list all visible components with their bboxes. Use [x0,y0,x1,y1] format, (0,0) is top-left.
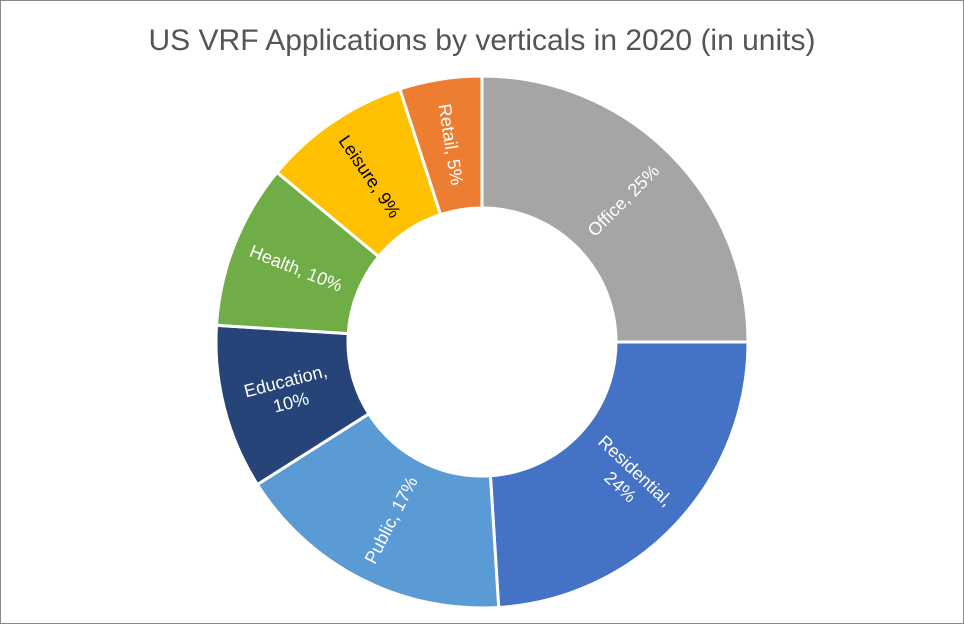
chart-title: US VRF Applications by verticals in 2020… [148,24,816,57]
slice-office[interactable] [480,74,750,344]
slice-retail[interactable] [397,74,484,217]
slice-residential[interactable] [488,340,750,610]
slice-public[interactable] [255,411,501,610]
